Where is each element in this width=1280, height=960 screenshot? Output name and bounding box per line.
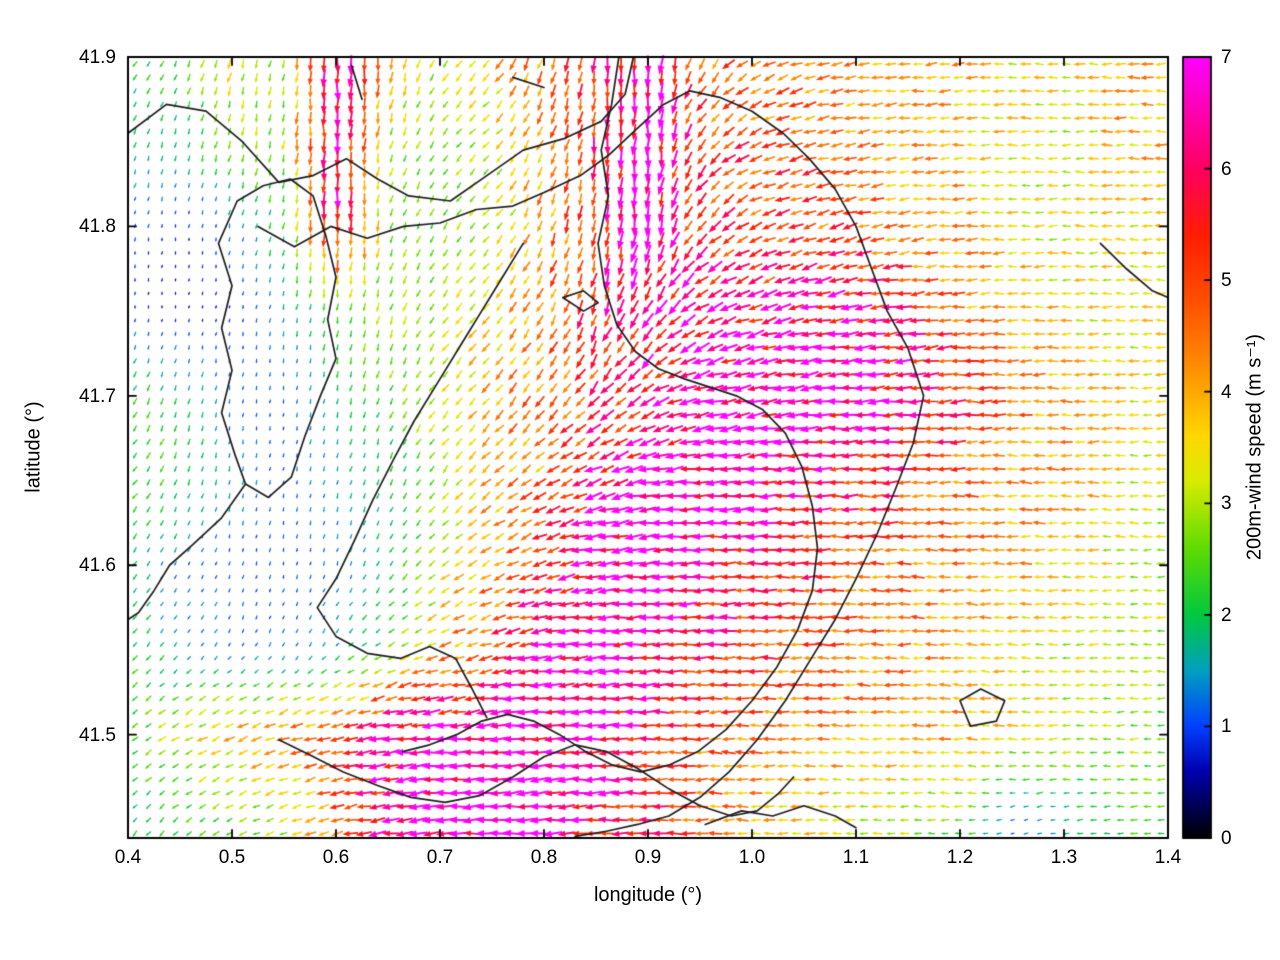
y-tick-label: 41.7 (79, 385, 116, 407)
x-axis-title: longitude (°) (593, 884, 703, 906)
x-tick-label: 1.0 (738, 847, 766, 868)
x-tick-label: 0.8 (530, 847, 558, 868)
x-tick-label: 0.5 (218, 847, 246, 868)
colorbar-tick-label: 0 (1221, 828, 1232, 849)
x-tick-label: 0.9 (634, 847, 662, 868)
colorbar-tick-label: 6 (1221, 158, 1232, 180)
x-tick-label: 1.1 (842, 847, 870, 868)
colorbar-tick-label: 3 (1221, 493, 1232, 515)
colorbar-tick-label: 7 (1221, 47, 1232, 68)
y-tick-label: 41.5 (79, 724, 116, 746)
x-tick-label: 1.4 (1154, 847, 1182, 868)
x-tick-label: 0.4 (114, 847, 142, 868)
y-axis-title: latitude (°) (22, 401, 45, 493)
x-tick-label: 0.7 (426, 847, 454, 868)
colorbar-title: 200m-wind speed (m s⁻¹) (1243, 333, 1266, 561)
y-tick-label: 41.8 (79, 216, 116, 238)
x-tick-label: 1.3 (1050, 847, 1078, 868)
x-tick-label: 0.6 (322, 847, 350, 868)
colorbar-tick-label: 5 (1221, 270, 1232, 292)
colorbar-tick-label: 4 (1221, 381, 1232, 403)
y-tick-label: 41.9 (79, 47, 116, 68)
colorbar-tick-label: 1 (1221, 716, 1232, 738)
x-tick-label: 1.2 (946, 847, 974, 868)
y-tick-label: 41.6 (79, 555, 116, 577)
colorbar-tick-label: 2 (1221, 604, 1232, 626)
